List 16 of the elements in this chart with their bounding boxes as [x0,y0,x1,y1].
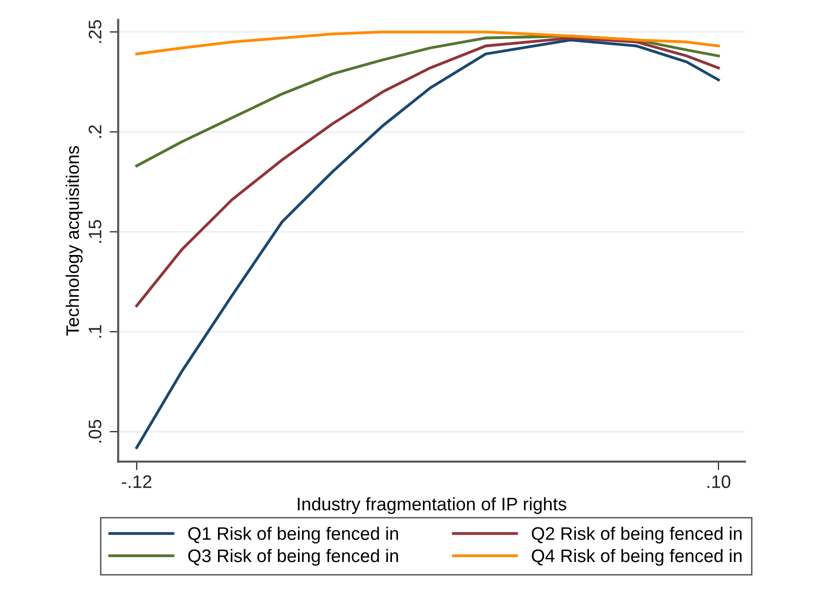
line-series [135,38,720,450]
legend-label: Q1 Risk of being fenced in [188,526,398,544]
y-tick-label: .1 [88,325,102,338]
y-tick-label: .15 [88,220,102,243]
legend-label: Q3 Risk of being fenced in [188,548,398,566]
line-series [135,30,720,56]
x-tick-label: -.12 [122,475,152,488]
line-series [135,36,720,308]
x-tick-label: .10 [708,475,730,488]
legend-label: Q2 Risk of being fenced in [532,526,742,544]
y-axis-title: Technology acquisitions [66,146,83,336]
y-tick-label: .2 [88,125,102,138]
y-tick-label: .25 [88,20,102,43]
x-axis-title: Industry fragmentation of IP rights [298,497,566,514]
y-tick-label: .05 [88,420,102,443]
legend-label: Q4 Risk of being fenced in [532,548,742,566]
